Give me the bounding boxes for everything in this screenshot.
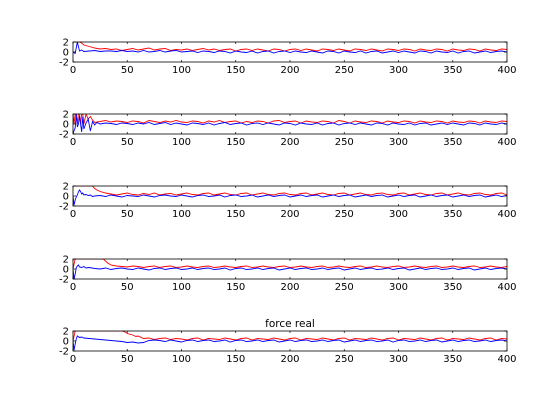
series-line-red [73, 186, 507, 196]
x-tick-label: 100 [172, 137, 191, 148]
x-tick-label: 150 [226, 282, 245, 293]
y-tick-label: -2 [59, 275, 69, 286]
subplot-4: 0 50 100 150 200 250 300 350 400-202 [59, 255, 517, 294]
y-tick-label: 2 [63, 327, 69, 338]
series-line-blue [73, 189, 507, 206]
subplot-2: 0 50 100 150 200 250 300 350 400-202 [59, 110, 517, 149]
subplot-3: 0 50 100 150 200 250 300 350 400-202 [59, 182, 517, 221]
x-tick-label: 400 [497, 65, 516, 76]
x-tick-label: 150 [226, 65, 245, 76]
y-tick-label: 2 [63, 255, 69, 266]
x-tick-label: 50 [121, 65, 134, 76]
y-tick-label: -2 [59, 58, 69, 69]
y-tick-label: 2 [63, 38, 69, 49]
plot-area [73, 186, 507, 206]
x-tick-label: 350 [443, 282, 462, 293]
y-tick-label: 0 [63, 265, 69, 276]
x-tick-label: 300 [389, 209, 408, 220]
x-tick-label: 400 [497, 282, 516, 293]
subplot-1: 0 50 100 150 200 250 300 350 400-202 [59, 38, 517, 77]
x-tick-label: 350 [443, 354, 462, 365]
series-line-red [73, 114, 507, 125]
plot-area [73, 259, 507, 279]
x-tick-label: 350 [443, 209, 462, 220]
series-line-red [73, 259, 507, 270]
subplot-title: force real [265, 318, 315, 330]
y-tick-label: 0 [63, 192, 69, 203]
y-tick-label: 2 [63, 182, 69, 193]
x-tick-label: 350 [443, 137, 462, 148]
x-tick-label: 250 [335, 354, 354, 365]
x-tick-label: 0 [70, 282, 76, 293]
series-line-red [73, 42, 507, 52]
y-tick-label: -2 [59, 202, 69, 213]
plot-area [73, 42, 507, 62]
y-tick-label: -2 [59, 347, 69, 358]
y-tick-label: -2 [59, 130, 69, 141]
x-tick-label: 0 [70, 65, 76, 76]
y-tick-label: 2 [63, 110, 69, 121]
x-tick-label: 300 [389, 354, 408, 365]
x-tick-label: 50 [121, 137, 134, 148]
series-line-blue [73, 335, 507, 351]
x-tick-label: 0 [70, 209, 76, 220]
x-tick-label: 250 [335, 282, 354, 293]
x-tick-label: 400 [497, 354, 516, 365]
y-tick-label: 0 [63, 48, 69, 59]
series-line-red [73, 331, 507, 342]
x-tick-label: 50 [121, 209, 134, 220]
series-line-blue [73, 42, 507, 55]
x-tick-label: 200 [280, 65, 299, 76]
x-tick-label: 0 [70, 354, 76, 365]
x-tick-label: 50 [121, 354, 134, 365]
x-tick-label: 300 [389, 65, 408, 76]
x-tick-label: 300 [389, 282, 408, 293]
x-tick-label: 150 [226, 209, 245, 220]
plot-area [73, 331, 507, 351]
plot-area [73, 114, 507, 134]
x-tick-label: 400 [497, 137, 516, 148]
x-tick-label: 200 [280, 209, 299, 220]
x-tick-label: 400 [497, 209, 516, 220]
x-tick-label: 100 [172, 354, 191, 365]
series-line-blue [73, 264, 507, 279]
x-tick-label: 100 [172, 282, 191, 293]
y-tick-label: 0 [63, 337, 69, 348]
y-tick-label: 0 [63, 120, 69, 131]
x-tick-label: 200 [280, 137, 299, 148]
series-line-blue [73, 114, 507, 134]
x-tick-label: 250 [335, 137, 354, 148]
x-tick-label: 150 [226, 137, 245, 148]
x-tick-label: 150 [226, 354, 245, 365]
x-tick-label: 300 [389, 137, 408, 148]
x-tick-label: 100 [172, 65, 191, 76]
x-tick-label: 250 [335, 65, 354, 76]
x-tick-label: 350 [443, 65, 462, 76]
x-tick-label: 0 [70, 137, 76, 148]
x-tick-label: 100 [172, 209, 191, 220]
x-tick-label: 250 [335, 209, 354, 220]
x-tick-label: 50 [121, 282, 134, 293]
x-tick-label: 200 [280, 354, 299, 365]
x-tick-label: 200 [280, 282, 299, 293]
